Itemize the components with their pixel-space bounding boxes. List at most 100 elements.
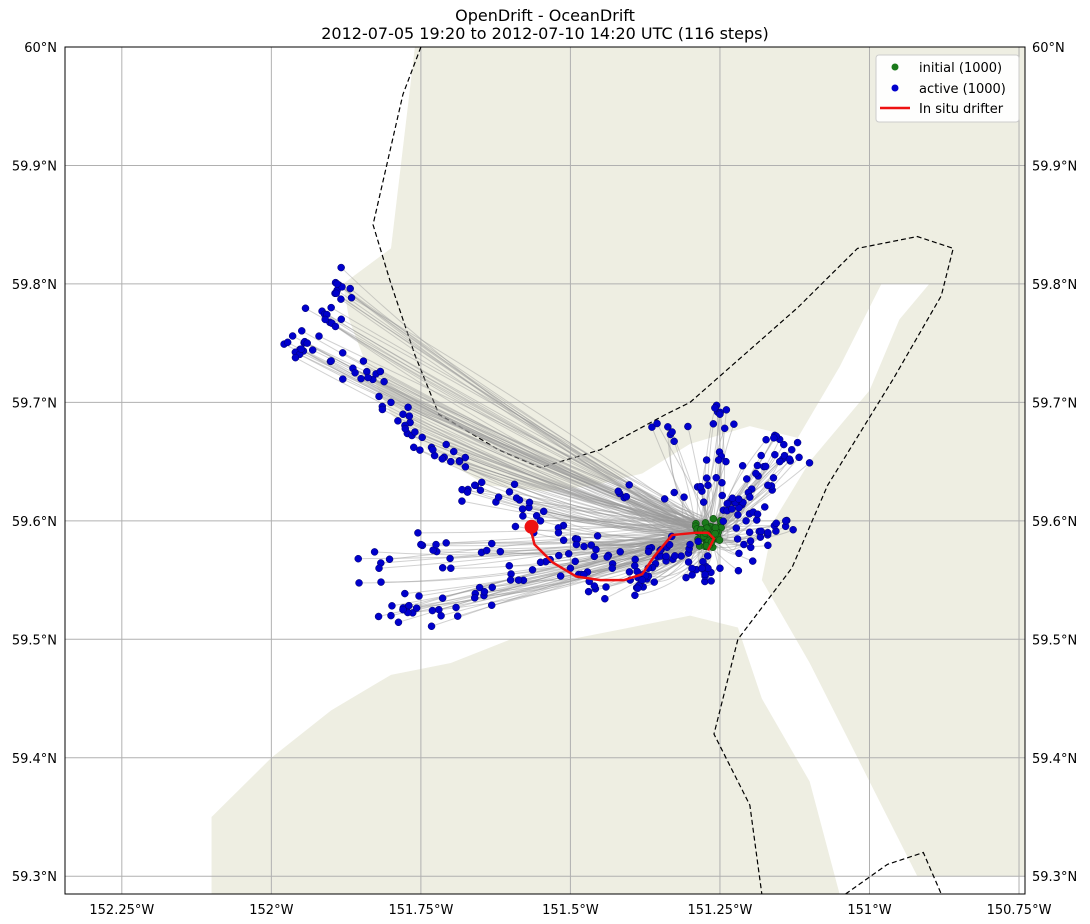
- active-point: [477, 478, 486, 487]
- trajectory-line: [341, 286, 717, 538]
- trajectory-line: [474, 484, 702, 528]
- y-tick-label-right: 59.4°N: [1032, 752, 1077, 767]
- active-point: [411, 428, 419, 436]
- active-point: [399, 410, 407, 418]
- trajectory-line: [434, 455, 719, 528]
- active-point: [625, 568, 634, 576]
- trajectory-line: [461, 489, 706, 522]
- trajectory-line: [397, 420, 712, 540]
- active-point: [753, 510, 762, 518]
- trajectory-line: [714, 457, 800, 544]
- axis-ticks: 152.25°W 152°W 151.75°W 151.5°W 151.25°W 151°…: [12, 41, 1077, 918]
- trajectory-line: [706, 412, 719, 536]
- active-point: [662, 552, 670, 561]
- active-point: [297, 327, 306, 335]
- trajectory-line: [330, 360, 708, 525]
- trajectory-line: [701, 435, 777, 531]
- active-point: [528, 566, 537, 574]
- active-point: [377, 578, 385, 586]
- active-point: [716, 564, 724, 572]
- active-point: [339, 375, 347, 383]
- trajectory-line: [597, 535, 699, 542]
- trajectory-line: [303, 342, 704, 530]
- trajectory-line: [382, 405, 715, 531]
- active-point: [347, 294, 356, 302]
- active-point: [536, 558, 545, 567]
- active-point: [429, 446, 437, 454]
- active-point: [761, 462, 770, 471]
- trajectory-line: [718, 520, 787, 530]
- active-point: [487, 601, 496, 609]
- trajectory-line: [420, 523, 701, 546]
- active-point: [427, 622, 436, 631]
- trajectory-line: [558, 521, 710, 538]
- active-point: [370, 548, 379, 556]
- legend-initial-label: initial (1000): [919, 61, 1002, 76]
- trajectory-line: [518, 536, 706, 581]
- active-point: [665, 540, 674, 549]
- trajectory-line: [532, 532, 701, 571]
- trajectory-line: [509, 491, 704, 530]
- trajectory-line: [390, 529, 699, 617]
- legend-active-marker: [891, 84, 899, 92]
- drifter-layer: [524, 519, 716, 582]
- active-point: [505, 488, 514, 496]
- active-point: [746, 493, 754, 501]
- trajectory-line: [389, 524, 710, 560]
- land-area: [211, 615, 840, 894]
- active-point: [476, 486, 485, 494]
- trajectory-line: [330, 307, 712, 523]
- active-point: [771, 450, 779, 459]
- active-point: [648, 423, 656, 431]
- trajectory-line: [709, 458, 783, 529]
- active-point: [614, 487, 623, 495]
- active-point: [680, 493, 688, 501]
- trajectory-line: [432, 535, 708, 612]
- active-point: [748, 557, 757, 565]
- trajectory-line: [405, 428, 711, 533]
- trajectory-line: [459, 460, 707, 522]
- active-point: [283, 338, 292, 347]
- active-point: [761, 503, 769, 511]
- boundary-line: [372, 47, 954, 894]
- active-point: [428, 606, 437, 615]
- x-tick-label: 152.25°W: [89, 903, 154, 918]
- active-point: [452, 603, 460, 612]
- active-point: [660, 495, 669, 503]
- active-point: [743, 475, 751, 483]
- land-layer: [211, 47, 1025, 894]
- y-tick-label-left: 59.8°N: [12, 278, 57, 293]
- trajectory-line: [402, 413, 703, 539]
- active-point: [571, 557, 579, 566]
- active-point: [720, 424, 729, 433]
- points-layer: [280, 263, 814, 631]
- active-point: [684, 422, 692, 431]
- active-point: [401, 589, 409, 598]
- active-point: [770, 434, 778, 442]
- trajectory-line: [335, 292, 702, 529]
- active-point: [704, 481, 712, 490]
- active-point: [288, 332, 297, 340]
- active-point: [488, 539, 496, 548]
- active-point: [670, 437, 678, 446]
- trajectory-line: [354, 372, 700, 527]
- active-point: [416, 446, 424, 454]
- trajectory-line: [324, 319, 700, 525]
- active-point: [671, 552, 679, 560]
- active-point: [742, 517, 750, 525]
- legend: initial (1000) active (1000) In situ dri…: [875, 54, 1020, 123]
- legend-box: [875, 54, 1020, 123]
- trajectory-line: [305, 307, 717, 542]
- trajectory-line: [414, 431, 710, 541]
- boundary-layer: [372, 47, 954, 894]
- trajectory-line: [431, 527, 720, 627]
- active-point: [401, 424, 410, 433]
- active-point: [601, 594, 609, 603]
- active-point: [714, 456, 723, 464]
- active-point: [354, 554, 362, 563]
- active-point: [438, 594, 447, 602]
- active-point: [699, 498, 708, 506]
- y-tick-label-right: 59.7°N: [1032, 396, 1077, 411]
- active-point: [734, 495, 743, 503]
- trajectory-line: [324, 313, 706, 527]
